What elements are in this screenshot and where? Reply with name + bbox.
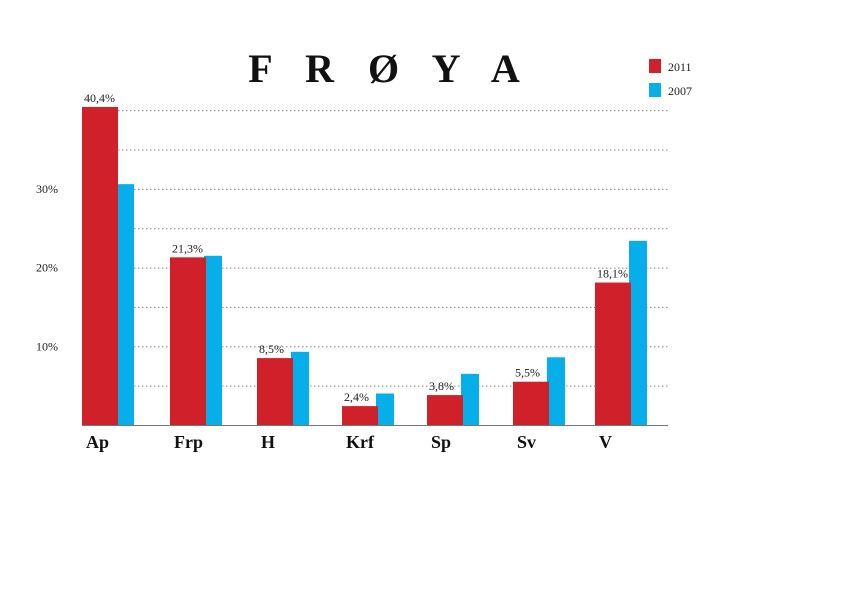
x-tick-sv: Sv: [517, 432, 536, 452]
bar-2011-sv: [513, 381, 549, 425]
bar-2011-frp: [170, 257, 206, 425]
legend-swatch-2011: [649, 59, 661, 73]
x-tick-v: V: [599, 432, 612, 452]
gridlines: [82, 110, 668, 426]
y-tick-label: 30%: [36, 182, 58, 196]
bar-2011-v: [595, 282, 631, 425]
bar-2011-sp: [427, 395, 463, 425]
bar-2011-h: [257, 358, 293, 425]
bar-2011-krf: [342, 406, 378, 425]
y-axis-ticks: 10% 20% 30%: [36, 182, 58, 353]
data-label-krf: 2,4%: [344, 390, 369, 404]
bar-2007-sv: [547, 357, 565, 425]
legend-label-2007: 2007: [668, 84, 692, 98]
x-axis-ticks: Ap Frp H Krf Sp Sv V: [86, 432, 612, 452]
data-label-sv: 5,5%: [515, 366, 540, 380]
bar-2007-sp: [461, 373, 479, 425]
legend: 2011 2007: [649, 59, 692, 98]
y-tick-label: 20%: [36, 261, 58, 275]
bar-2011-ap: [82, 107, 118, 425]
data-label-ap: 40,4%: [84, 91, 115, 105]
x-tick-krf: Krf: [346, 432, 375, 452]
data-labels: 40,4% 21,3% 8,5% 2,4% 3,8% 5,5% 18,1%: [84, 91, 628, 404]
x-tick-frp: Frp: [174, 432, 203, 452]
data-label-h: 8,5%: [259, 342, 284, 356]
chart-title: F R Ø Y A: [248, 46, 532, 91]
bar-2007-frp: [204, 255, 222, 425]
bars: [82, 107, 647, 425]
data-label-sp: 3,8%: [429, 379, 454, 393]
bar-2007-krf: [376, 393, 394, 425]
data-label-v: 18,1%: [597, 267, 628, 281]
bar-2007-h: [291, 351, 309, 425]
data-label-frp: 21,3%: [172, 241, 203, 255]
x-tick-h: H: [261, 432, 275, 452]
x-tick-ap: Ap: [86, 432, 109, 452]
x-tick-sp: Sp: [431, 432, 451, 452]
bar-2007-v: [629, 240, 647, 425]
legend-label-2011: 2011: [668, 60, 692, 74]
legend-swatch-2007: [649, 83, 661, 97]
y-tick-label: 10%: [36, 339, 58, 353]
bar-2007-ap: [116, 184, 134, 425]
